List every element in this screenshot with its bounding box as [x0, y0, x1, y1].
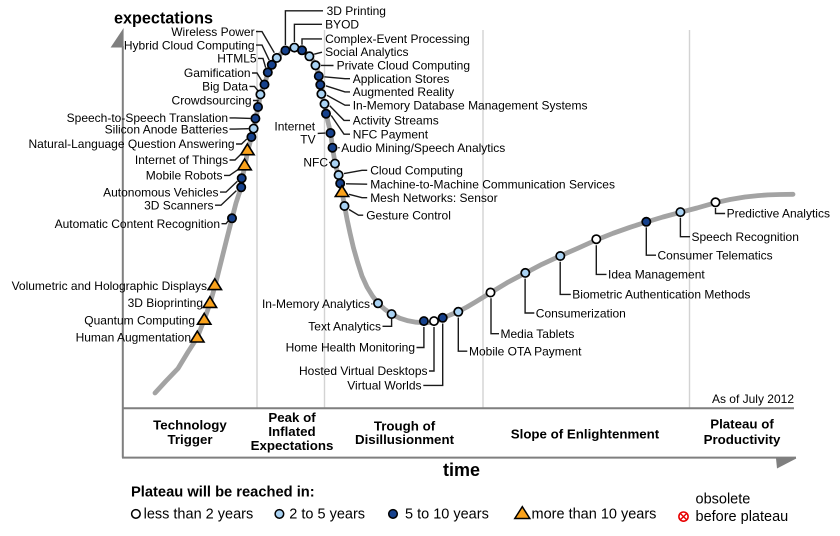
svg-text:HTML5: HTML5 — [217, 52, 257, 66]
svg-text:BYOD: BYOD — [325, 18, 359, 32]
svg-text:less than 2 years: less than 2 years — [144, 506, 254, 522]
svg-text:Augmented Reality: Augmented Reality — [353, 85, 454, 99]
svg-text:Activity Streams: Activity Streams — [353, 114, 439, 128]
svg-text:Quantum Computing: Quantum Computing — [84, 313, 195, 327]
svg-text:Gamification: Gamification — [184, 66, 251, 80]
svg-text:Human Augmentation: Human Augmentation — [76, 331, 191, 345]
svg-text:Media Tablets: Media Tablets — [501, 327, 575, 341]
svg-text:As of July 2012: As of July 2012 — [712, 392, 794, 406]
svg-text:Silicon Anode Batteries: Silicon Anode Batteries — [105, 122, 228, 136]
svg-text:obsolete: obsolete — [696, 491, 751, 507]
svg-text:Trough of: Trough of — [374, 418, 436, 433]
svg-text:Trigger: Trigger — [167, 432, 212, 447]
svg-text:Disillusionment: Disillusionment — [355, 432, 455, 447]
svg-text:Internet: Internet — [274, 119, 315, 133]
svg-text:3D Printing: 3D Printing — [327, 4, 386, 18]
svg-text:Text Analytics: Text Analytics — [308, 320, 381, 334]
svg-text:Natural-Language Question Answ: Natural-Language Question Answering — [28, 137, 234, 151]
svg-text:Application Stores: Application Stores — [353, 72, 450, 86]
svg-text:Mobile OTA Payment: Mobile OTA Payment — [469, 345, 582, 359]
svg-text:NFC: NFC — [303, 156, 328, 170]
svg-text:Automatic Content Recognition: Automatic Content Recognition — [55, 217, 220, 231]
svg-text:In-Memory Database Management: In-Memory Database Management Systems — [353, 99, 588, 113]
svg-text:5 to 10 years: 5 to 10 years — [405, 506, 489, 522]
svg-text:Hosted Virtual Desktops: Hosted Virtual Desktops — [299, 364, 428, 378]
svg-text:Plateau will be reached in:: Plateau will be reached in: — [131, 485, 315, 501]
svg-text:expectations: expectations — [114, 10, 213, 28]
svg-text:Mesh Networks: Sensor: Mesh Networks: Sensor — [370, 191, 497, 205]
svg-text:Predictive Analytics: Predictive Analytics — [727, 207, 830, 221]
svg-text:Big Data: Big Data — [202, 80, 248, 94]
svg-text:Productivity: Productivity — [704, 432, 781, 447]
svg-text:Machine-to-Machine Communicati: Machine-to-Machine Communication Service… — [370, 177, 615, 191]
svg-text:Slope of Enlightenment: Slope of Enlightenment — [511, 427, 660, 442]
svg-text:Audio Mining/Speech Analytics: Audio Mining/Speech Analytics — [341, 141, 505, 155]
svg-text:Volumetric and Holographic Dis: Volumetric and Holographic Displays — [12, 279, 207, 293]
svg-text:Speech Recognition: Speech Recognition — [692, 230, 799, 244]
svg-text:Private Cloud Computing: Private Cloud Computing — [337, 59, 470, 73]
svg-text:before plateau: before plateau — [696, 509, 789, 525]
svg-text:Hybrid Cloud Computing: Hybrid Cloud Computing — [124, 38, 255, 52]
svg-text:Speech-to-Speech Translation: Speech-to-Speech Translation — [67, 111, 228, 125]
svg-text:Idea Management: Idea Management — [608, 268, 705, 282]
svg-text:Inflated: Inflated — [268, 424, 315, 439]
svg-text:Gesture Control: Gesture Control — [366, 208, 451, 222]
svg-text:Biometric Authentication Metho: Biometric Authentication Methods — [572, 288, 750, 302]
svg-text:Crowdsourcing: Crowdsourcing — [172, 94, 252, 108]
svg-text:Consumerization: Consumerization — [536, 307, 626, 321]
svg-text:Mobile Robots: Mobile Robots — [146, 169, 223, 183]
svg-text:Plateau of: Plateau of — [710, 417, 774, 432]
svg-text:Virtual Worlds: Virtual Worlds — [347, 379, 421, 393]
svg-text:Autonomous Vehicles: Autonomous Vehicles — [103, 185, 218, 199]
svg-text:NFC Payment: NFC Payment — [353, 128, 429, 142]
svg-text:2 to 5 years: 2 to 5 years — [289, 506, 365, 522]
svg-text:Home Health Monitoring: Home Health Monitoring — [286, 341, 415, 355]
svg-text:Social Analytics: Social Analytics — [325, 45, 408, 59]
svg-text:more than 10 years: more than 10 years — [532, 506, 657, 522]
svg-text:TV: TV — [300, 132, 315, 146]
svg-text:Expectations: Expectations — [251, 438, 334, 453]
svg-text:Wireless Power: Wireless Power — [171, 25, 254, 39]
svg-text:3D Scanners: 3D Scanners — [144, 198, 213, 212]
svg-text:Technology: Technology — [153, 418, 227, 433]
svg-text:3D Bioprinting: 3D Bioprinting — [128, 296, 203, 310]
svg-text:Cloud Computing: Cloud Computing — [370, 163, 463, 177]
svg-text:Complex-Event Processing: Complex-Event Processing — [325, 32, 470, 46]
svg-text:Internet of Things: Internet of Things — [135, 153, 228, 167]
svg-text:time: time — [443, 460, 480, 480]
svg-text:In-Memory Analytics: In-Memory Analytics — [262, 297, 370, 311]
svg-text:Consumer Telematics: Consumer Telematics — [658, 249, 773, 263]
svg-text:Peak of: Peak of — [268, 410, 316, 425]
